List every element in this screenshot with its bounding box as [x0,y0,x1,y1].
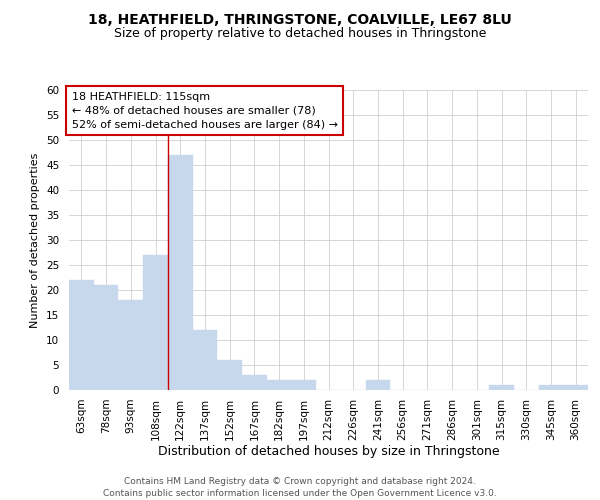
Bar [217,360,242,390]
Text: Contains HM Land Registry data © Crown copyright and database right 2024.
Contai: Contains HM Land Registry data © Crown c… [103,476,497,498]
Bar [168,155,193,390]
X-axis label: Distribution of detached houses by size in Thringstone: Distribution of detached houses by size … [158,446,499,458]
Y-axis label: Number of detached properties: Number of detached properties [31,152,40,328]
Text: 18 HEATHFIELD: 115sqm
← 48% of detached houses are smaller (78)
52% of semi-deta: 18 HEATHFIELD: 115sqm ← 48% of detached … [71,92,338,130]
Bar [118,300,143,390]
Bar [292,380,316,390]
Bar [94,285,118,390]
Bar [242,375,267,390]
Bar [365,380,390,390]
Text: 18, HEATHFIELD, THRINGSTONE, COALVILLE, LE67 8LU: 18, HEATHFIELD, THRINGSTONE, COALVILLE, … [88,12,512,26]
Bar [69,280,94,390]
Bar [539,385,563,390]
Bar [143,255,168,390]
Bar [489,385,514,390]
Bar [563,385,588,390]
Text: Size of property relative to detached houses in Thringstone: Size of property relative to detached ho… [114,28,486,40]
Bar [193,330,217,390]
Bar [267,380,292,390]
